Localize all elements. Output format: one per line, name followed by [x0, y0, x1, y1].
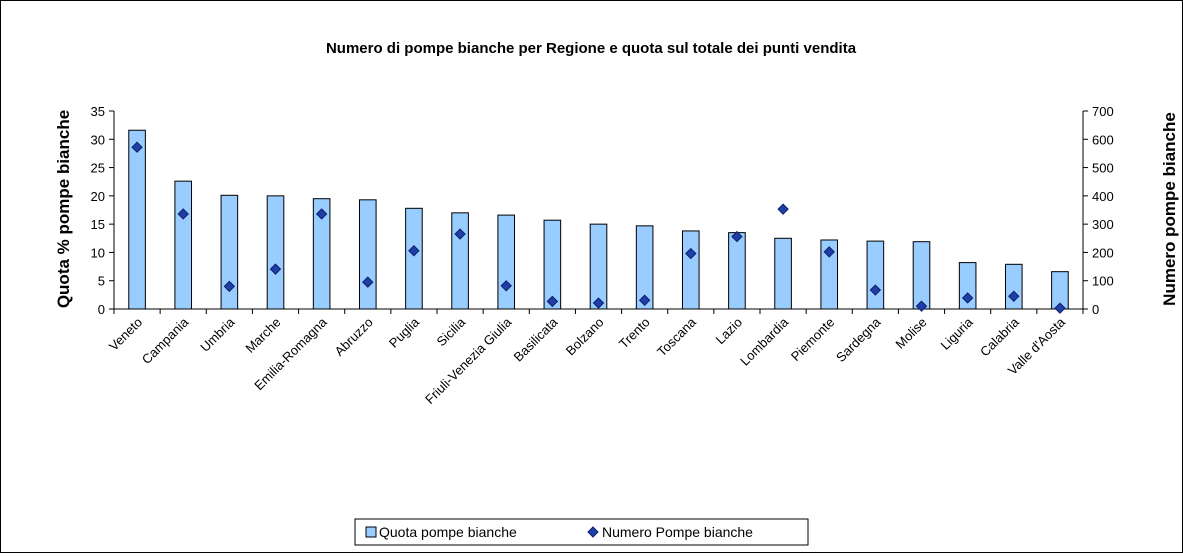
- category-label: Toscana: [654, 314, 699, 359]
- point-marker: [131, 141, 143, 153]
- point-marker: [823, 246, 835, 258]
- bar: [451, 212, 469, 310]
- category-label: Molise: [892, 315, 929, 352]
- category-label: Basilicata: [511, 314, 561, 364]
- right-tick-label: 100: [1092, 274, 1114, 289]
- point-marker: [315, 208, 328, 220]
- chart-title: Numero di pompe bianche per Regione e qu…: [326, 40, 857, 57]
- bar: [405, 207, 423, 310]
- bar: [358, 199, 377, 310]
- bar: [589, 223, 608, 310]
- point-marker: [638, 294, 651, 306]
- bar: [728, 232, 746, 310]
- category-label: Veneto: [106, 315, 145, 354]
- category-label: Puglia: [386, 314, 423, 351]
- category-label: Calabria: [977, 314, 1022, 359]
- legend-marker-swatch: [587, 526, 599, 538]
- category-label: Sicilia: [434, 314, 469, 349]
- bar: [1004, 263, 1023, 310]
- point-marker: [177, 208, 189, 220]
- category-label: Trento: [616, 315, 653, 352]
- category-label: Bolzano: [563, 315, 607, 359]
- category-label: Liguria: [938, 314, 977, 353]
- point-marker: [546, 295, 559, 308]
- left-tick-label: 20: [91, 189, 105, 204]
- bar: [681, 230, 700, 310]
- bar: [266, 195, 285, 310]
- point-marker: [223, 280, 236, 293]
- category-label: Marche: [242, 315, 283, 356]
- legend: Quota pompe bianche Numero Pompe bianche: [354, 518, 809, 546]
- right-tick-label: 300: [1092, 217, 1114, 232]
- left-tick-label: 5: [98, 274, 105, 289]
- point-marker: [500, 280, 512, 292]
- category-label: Friuli-Venezia Giulia: [422, 314, 515, 407]
- bar: [174, 180, 193, 310]
- point-marker: [685, 247, 697, 260]
- right-tick-label: 500: [1092, 161, 1114, 176]
- category-label: Piemonte: [788, 315, 837, 364]
- right-axis-title: Numero pompe bianche: [1160, 112, 1179, 306]
- point-marker: [1008, 290, 1020, 302]
- category-label: Sardegna: [833, 314, 884, 365]
- right-tick-label: 0: [1092, 302, 1099, 317]
- point-marker: [777, 203, 789, 215]
- left-tick-label: 35: [91, 104, 105, 119]
- bar: [128, 129, 146, 310]
- left-tick-label: 25: [91, 161, 105, 176]
- right-tick-label: 400: [1092, 189, 1114, 204]
- point-marker: [454, 228, 466, 240]
- legend-bar-label: Quota pompe bianche: [379, 524, 517, 540]
- legend-marker-label: Numero Pompe bianche: [602, 524, 753, 540]
- category-label: Campania: [139, 314, 192, 367]
- right-tick-label: 600: [1092, 132, 1114, 147]
- left-tick-label: 0: [98, 302, 105, 317]
- bar: [774, 237, 792, 310]
- bar: [497, 214, 516, 310]
- right-tick-label: 700: [1092, 104, 1114, 119]
- point-marker: [362, 276, 374, 288]
- point-marker: [1054, 302, 1066, 314]
- point-marker: [269, 263, 282, 275]
- point-marker: [869, 284, 882, 296]
- point-marker: [408, 245, 420, 257]
- legend-box: [354, 518, 809, 546]
- legend-bar-swatch: [365, 526, 377, 538]
- right-tick-label: 200: [1092, 245, 1114, 260]
- left-tick-label: 10: [91, 245, 105, 260]
- category-label: Lombardia: [737, 314, 792, 369]
- point-marker: [731, 230, 743, 243]
- bar: [912, 241, 931, 310]
- left-axis-title: Quota % pompe bianche: [54, 110, 73, 308]
- point-marker: [915, 300, 928, 312]
- category-label: Abruzzo: [332, 315, 376, 359]
- left-tick-label: 30: [91, 132, 105, 147]
- category-label: Lazio: [712, 315, 745, 348]
- category-label: Umbria: [197, 314, 238, 355]
- point-marker: [961, 292, 974, 304]
- point-marker: [592, 297, 605, 309]
- plot-area: 0 5 10 15 20 25 30 35 0 100 200 300 400 500 600 700 Vene…: [91, 104, 1114, 407]
- bar: [866, 240, 885, 310]
- left-tick-label: 15: [91, 217, 105, 232]
